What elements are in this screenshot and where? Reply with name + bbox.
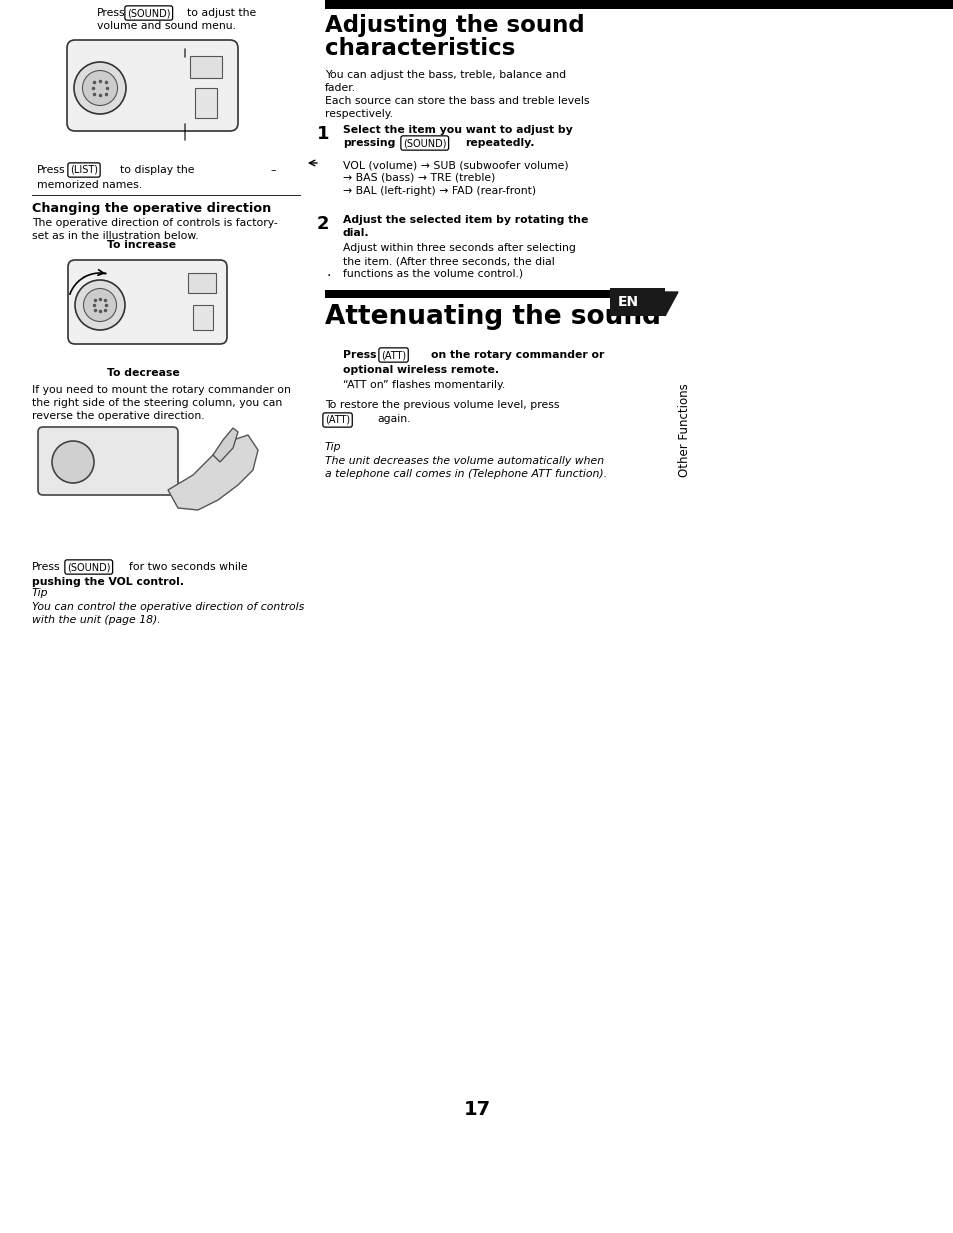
Text: –: – — [270, 165, 275, 175]
Ellipse shape — [74, 62, 126, 113]
Text: Adjust the selected item by rotating the: Adjust the selected item by rotating the — [343, 215, 588, 224]
Text: Press: Press — [343, 350, 376, 360]
Text: You can adjust the bass, treble, balance and: You can adjust the bass, treble, balance… — [325, 70, 565, 80]
Text: Tip: Tip — [32, 588, 49, 598]
Text: Adjust within three seconds after selecting: Adjust within three seconds after select… — [343, 243, 576, 253]
Ellipse shape — [82, 70, 117, 106]
Text: Press: Press — [97, 7, 126, 18]
Text: again.: again. — [376, 414, 410, 424]
Text: on the rotary commander or: on the rotary commander or — [431, 350, 604, 360]
Text: respectively.: respectively. — [325, 109, 393, 120]
Text: 1: 1 — [316, 125, 329, 143]
Text: Tip: Tip — [325, 441, 341, 453]
Bar — [190, 55, 222, 78]
Text: If you need to mount the rotary commander on: If you need to mount the rotary commande… — [32, 385, 291, 395]
Text: with the unit (page 18).: with the unit (page 18). — [32, 615, 161, 625]
Text: the item. (After three seconds, the dial: the item. (After three seconds, the dial — [343, 256, 554, 266]
Text: (LIST): (LIST) — [70, 165, 98, 175]
Text: Each source can store the bass and treble levels: Each source can store the bass and trebl… — [325, 96, 589, 106]
Polygon shape — [213, 428, 237, 462]
Text: EN: EN — [618, 295, 639, 309]
Text: (ATT): (ATT) — [325, 416, 350, 425]
FancyBboxPatch shape — [38, 427, 178, 494]
Text: (SOUND): (SOUND) — [127, 7, 171, 18]
Polygon shape — [664, 292, 678, 316]
Text: repeatedly.: repeatedly. — [464, 138, 534, 148]
Bar — [193, 305, 213, 330]
Text: optional wireless remote.: optional wireless remote. — [343, 365, 498, 375]
Text: 2: 2 — [316, 215, 329, 233]
Text: Other Functions: Other Functions — [678, 383, 691, 477]
Text: reverse the operative direction.: reverse the operative direction. — [32, 411, 204, 420]
Text: fader.: fader. — [325, 83, 355, 92]
Bar — [325, 0, 953, 9]
Bar — [325, 290, 624, 298]
Text: Changing the operative direction: Changing the operative direction — [32, 202, 271, 215]
Ellipse shape — [84, 289, 116, 322]
Bar — [194, 88, 216, 118]
Text: Attenuating the sound: Attenuating the sound — [325, 305, 660, 330]
Text: characteristics: characteristics — [325, 37, 515, 60]
Text: The operative direction of controls is factory-: The operative direction of controls is f… — [32, 218, 277, 228]
Text: Adjusting the sound: Adjusting the sound — [325, 14, 584, 37]
Text: To restore the previous volume level, press: To restore the previous volume level, pr… — [325, 399, 558, 411]
Text: (ATT): (ATT) — [380, 350, 406, 360]
Text: To increase: To increase — [107, 240, 175, 250]
Text: dial.: dial. — [343, 228, 369, 238]
Text: You can control the operative direction of controls: You can control the operative direction … — [32, 602, 304, 612]
Text: a telephone call comes in (Telephone ATT function).: a telephone call comes in (Telephone ATT… — [325, 469, 606, 478]
Text: pressing: pressing — [343, 138, 395, 148]
Text: to display the: to display the — [120, 165, 194, 175]
Text: to adjust the: to adjust the — [187, 7, 256, 18]
Text: → BAS (bass) → TRE (treble): → BAS (bass) → TRE (treble) — [343, 173, 495, 182]
Text: The unit decreases the volume automatically when: The unit decreases the volume automatica… — [325, 456, 603, 466]
Text: → BAL (left-right) → FAD (rear-front): → BAL (left-right) → FAD (rear-front) — [343, 186, 536, 196]
FancyBboxPatch shape — [68, 260, 227, 344]
Text: Press: Press — [32, 562, 61, 572]
Ellipse shape — [52, 441, 94, 483]
Text: memorized names.: memorized names. — [37, 180, 142, 190]
Polygon shape — [168, 435, 257, 510]
Text: “ATT on” flashes momentarily.: “ATT on” flashes momentarily. — [343, 380, 505, 390]
FancyBboxPatch shape — [67, 39, 237, 131]
Text: ·: · — [327, 269, 331, 284]
Bar — [188, 272, 215, 293]
Text: Press: Press — [37, 165, 66, 175]
Text: (SOUND): (SOUND) — [67, 562, 111, 572]
Text: volume and sound menu.: volume and sound menu. — [97, 21, 235, 31]
Text: pushing the VOL control.: pushing the VOL control. — [32, 577, 184, 587]
Text: the right side of the steering column, you can: the right side of the steering column, y… — [32, 398, 282, 408]
Text: Select the item you want to adjust by: Select the item you want to adjust by — [343, 125, 572, 134]
Text: 17: 17 — [463, 1100, 490, 1120]
Text: To decrease: To decrease — [107, 367, 179, 379]
Text: (SOUND): (SOUND) — [402, 138, 446, 148]
Text: VOL (volume) → SUB (subwoofer volume): VOL (volume) → SUB (subwoofer volume) — [343, 160, 568, 170]
Ellipse shape — [75, 280, 125, 330]
Text: for two seconds while: for two seconds while — [129, 562, 248, 572]
Bar — [609, 289, 664, 316]
Text: functions as the volume control.): functions as the volume control.) — [343, 269, 522, 279]
Text: set as in the illustration below.: set as in the illustration below. — [32, 231, 198, 240]
